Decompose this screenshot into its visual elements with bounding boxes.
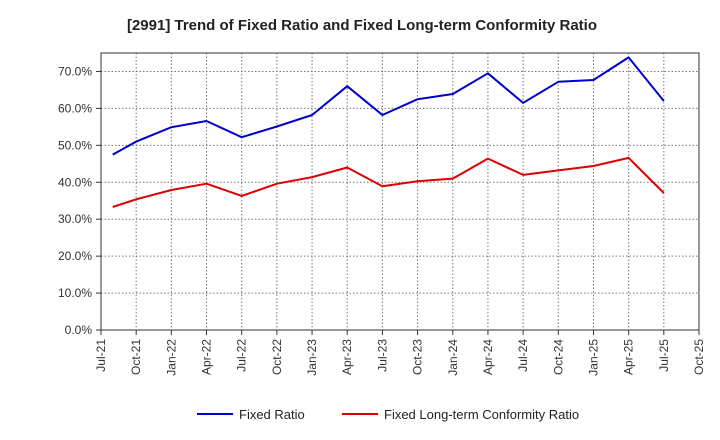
x-tick-label: Jul-24 (516, 339, 530, 372)
series-lines (112, 56, 665, 208)
x-tick-label: Oct-23 (411, 339, 425, 375)
x-tick-label: Jul-21 (94, 339, 108, 372)
legend: Fixed Ratio Fixed Long-term Conformity Ra… (197, 407, 579, 422)
x-tick-label: Apr-24 (481, 339, 495, 375)
x-tick-label: Oct-25 (692, 339, 706, 375)
grid-lines (100, 53, 700, 331)
chart-title: [2991] Trend of Fixed Ratio and Fixed Lo… (127, 17, 597, 34)
x-tick-label: Oct-22 (270, 339, 284, 375)
series-line-1 (112, 56, 665, 156)
legend-label-1: Fixed Ratio (239, 407, 305, 422)
legend-label-2: Fixed Long-term Conformity Ratio (384, 407, 579, 422)
series-line-2 (112, 156, 665, 208)
x-tick-label: Jul-23 (375, 339, 389, 372)
axes (100, 52, 700, 331)
x-tick-label: Jan-24 (446, 339, 460, 376)
x-tick-label: Apr-23 (340, 339, 354, 375)
plot-frame (100, 52, 700, 331)
y-tick-label: 10.0% (58, 286, 92, 300)
y-tick-label: 60.0% (58, 101, 92, 115)
y-tick-label: 70.0% (58, 64, 92, 78)
x-tick-label: Oct-24 (551, 339, 565, 375)
x-tick-label: Jul-25 (657, 339, 671, 372)
x-tick-label: Jul-22 (235, 339, 249, 372)
y-tick-label: 0.0% (65, 323, 93, 337)
x-tick-label: Oct-21 (129, 339, 143, 375)
y-tick-label: 30.0% (58, 212, 92, 226)
y-tick-label: 50.0% (58, 138, 92, 152)
x-tick-label: Jan-23 (305, 339, 319, 376)
y-tick-label: 40.0% (58, 175, 92, 189)
x-tick-labels: Jul-21 Oct-21 Jan-22 Apr-22 Jul-22 Oct-22 Jan-… (94, 330, 706, 376)
x-tick-label: Apr-25 (622, 339, 636, 375)
x-tick-label: Jan-22 (164, 339, 178, 376)
y-tick-labels: 0.0% 10.0% 20.0% 30.0% 40.0% 50.0% 60.0% 70.0% (58, 64, 101, 337)
y-tick-label: 20.0% (58, 249, 92, 263)
x-tick-label: Jan-25 (586, 339, 600, 376)
x-tick-label: Apr-22 (200, 339, 214, 375)
